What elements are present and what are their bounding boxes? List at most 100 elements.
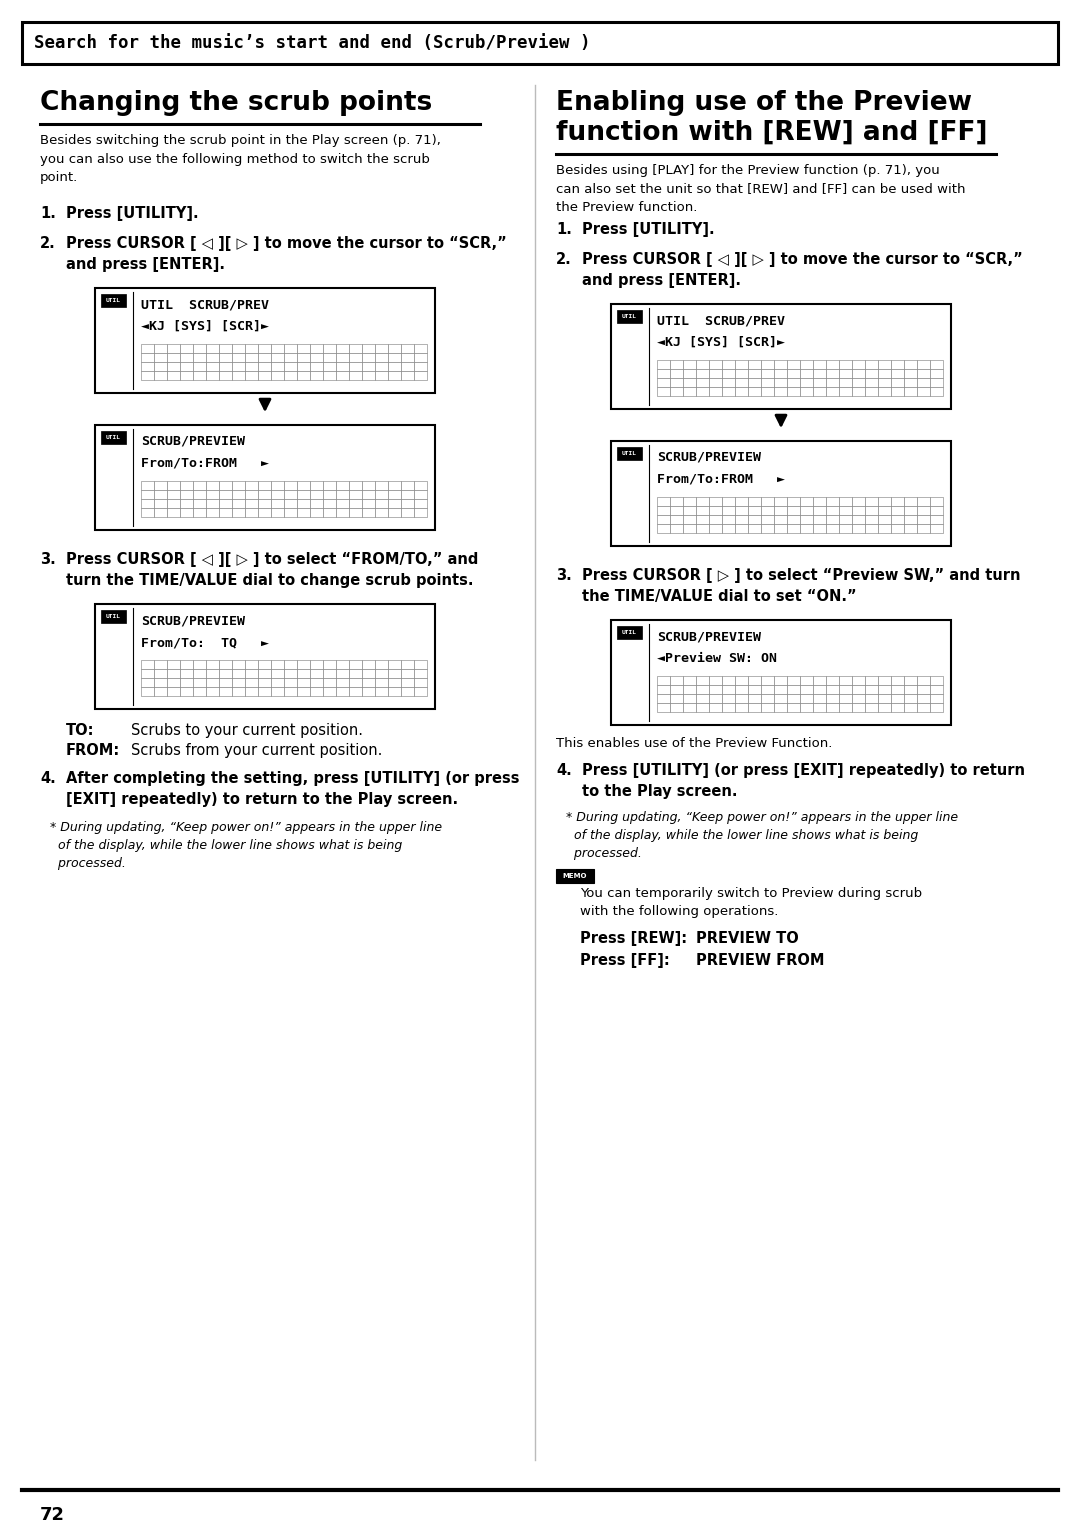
Bar: [349, 353, 362, 362]
Bar: [258, 500, 271, 507]
Bar: [826, 515, 839, 524]
Bar: [375, 353, 388, 362]
Bar: [414, 669, 427, 678]
Text: Besides switching the scrub point in the Play screen (p. 71),
you can also use t: Besides switching the scrub point in the…: [40, 134, 441, 183]
Bar: [617, 310, 642, 322]
Bar: [167, 353, 180, 362]
Bar: [865, 675, 878, 685]
Bar: [323, 344, 336, 353]
Bar: [826, 368, 839, 377]
Bar: [800, 703, 813, 712]
Bar: [930, 703, 943, 712]
Bar: [917, 497, 930, 506]
Bar: [362, 669, 375, 678]
Text: 1.: 1.: [556, 222, 572, 237]
Bar: [683, 703, 696, 712]
Bar: [310, 353, 323, 362]
Bar: [787, 377, 800, 387]
Bar: [219, 344, 232, 353]
Bar: [852, 387, 865, 396]
Bar: [800, 387, 813, 396]
Bar: [617, 448, 642, 460]
Text: SCRUB/PREVIEW: SCRUB/PREVIEW: [141, 435, 245, 448]
Bar: [708, 506, 723, 515]
Bar: [800, 675, 813, 685]
Bar: [414, 678, 427, 688]
Bar: [219, 481, 232, 490]
Bar: [414, 371, 427, 380]
Bar: [748, 524, 761, 533]
Bar: [865, 515, 878, 524]
Bar: [284, 353, 297, 362]
Bar: [167, 344, 180, 353]
Bar: [800, 497, 813, 506]
Bar: [167, 481, 180, 490]
Bar: [774, 675, 787, 685]
Bar: [95, 425, 435, 530]
Bar: [95, 287, 435, 393]
Bar: [232, 490, 245, 500]
Bar: [723, 524, 735, 533]
Bar: [167, 371, 180, 380]
Bar: [206, 688, 219, 695]
Bar: [141, 678, 154, 688]
Bar: [826, 377, 839, 387]
Bar: [670, 506, 683, 515]
Bar: [735, 694, 748, 703]
Bar: [362, 678, 375, 688]
Bar: [878, 703, 891, 712]
Text: TO:: TO:: [66, 723, 95, 738]
Bar: [284, 481, 297, 490]
Text: Enabling use of the Preview: Enabling use of the Preview: [556, 90, 972, 116]
Bar: [284, 678, 297, 688]
Bar: [180, 371, 193, 380]
Bar: [904, 694, 917, 703]
Bar: [297, 490, 310, 500]
Bar: [336, 507, 349, 516]
Bar: [401, 688, 414, 695]
Bar: [852, 506, 865, 515]
Bar: [813, 524, 826, 533]
Text: 4.: 4.: [556, 762, 571, 778]
Bar: [917, 361, 930, 368]
Bar: [180, 481, 193, 490]
Bar: [193, 490, 206, 500]
Bar: [865, 368, 878, 377]
Bar: [670, 675, 683, 685]
Text: 3.: 3.: [40, 552, 56, 567]
Bar: [878, 694, 891, 703]
Bar: [865, 497, 878, 506]
Text: UTIL: UTIL: [106, 435, 121, 440]
Bar: [774, 694, 787, 703]
Bar: [723, 361, 735, 368]
Text: Scrubs to your current position.: Scrubs to your current position.: [131, 723, 363, 738]
Bar: [852, 524, 865, 533]
Bar: [245, 669, 258, 678]
Bar: [310, 660, 323, 669]
Bar: [708, 685, 723, 694]
Bar: [271, 669, 284, 678]
Bar: [748, 703, 761, 712]
Bar: [180, 688, 193, 695]
Bar: [375, 371, 388, 380]
Bar: [388, 688, 401, 695]
Bar: [141, 362, 154, 371]
Text: MEMO: MEMO: [563, 872, 588, 879]
Bar: [878, 685, 891, 694]
Bar: [826, 703, 839, 712]
Bar: [193, 371, 206, 380]
Bar: [414, 500, 427, 507]
Bar: [258, 490, 271, 500]
Bar: [657, 497, 670, 506]
Bar: [723, 497, 735, 506]
Text: After completing the setting, press [UTILITY] (or press
[EXIT] repeatedly) to re: After completing the setting, press [UTI…: [66, 772, 519, 807]
Bar: [414, 362, 427, 371]
Bar: [219, 688, 232, 695]
Bar: [865, 694, 878, 703]
Bar: [193, 362, 206, 371]
Bar: [323, 660, 336, 669]
Bar: [297, 660, 310, 669]
Bar: [401, 353, 414, 362]
Bar: [891, 368, 904, 377]
Text: ◄KJ [SYS] [SCR]►: ◄KJ [SYS] [SCR]►: [657, 336, 785, 348]
